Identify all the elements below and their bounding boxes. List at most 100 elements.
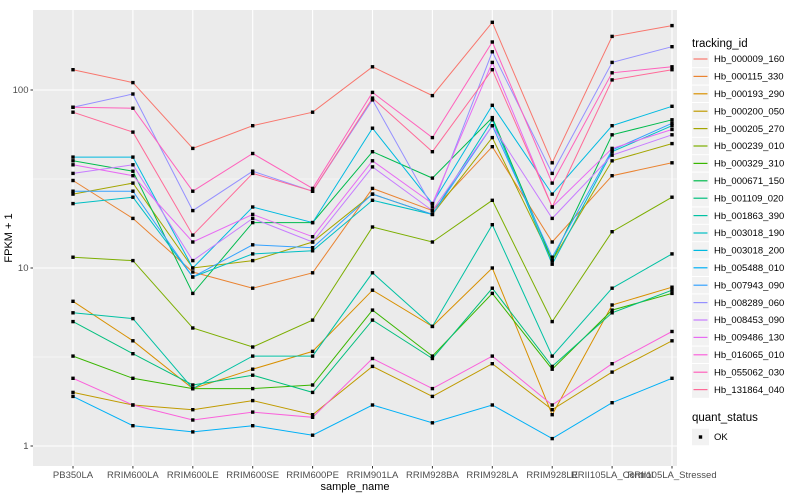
data-point xyxy=(71,255,75,259)
data-point xyxy=(310,318,315,322)
data-point xyxy=(251,354,255,358)
data-point xyxy=(71,201,75,206)
data-point xyxy=(251,367,255,371)
data-point xyxy=(191,408,195,412)
data-point xyxy=(670,45,674,49)
data-point xyxy=(550,413,554,417)
data-point xyxy=(430,240,435,244)
data-point xyxy=(550,408,554,412)
data-point xyxy=(370,90,375,95)
data-point xyxy=(251,258,255,263)
data-point xyxy=(490,223,494,227)
data-point xyxy=(670,339,674,343)
data-point xyxy=(550,403,554,407)
data-point xyxy=(610,159,614,163)
data-point xyxy=(310,186,315,191)
data-point xyxy=(310,240,315,244)
data-point xyxy=(191,383,195,387)
data-point xyxy=(430,150,435,154)
data-point xyxy=(71,155,75,159)
data-point xyxy=(370,186,375,191)
data-point xyxy=(550,255,554,259)
data-point xyxy=(310,383,315,387)
data-point xyxy=(550,192,554,196)
legend-label: Hb_055062_030 xyxy=(714,367,784,378)
data-point xyxy=(610,78,614,82)
data-point xyxy=(310,433,315,437)
data-point xyxy=(490,198,494,202)
data-point xyxy=(310,249,315,253)
data-point xyxy=(251,424,255,428)
data-point xyxy=(251,373,255,377)
legend-label: Hb_007943_090 xyxy=(714,280,784,291)
data-point xyxy=(71,311,75,315)
data-point xyxy=(490,291,494,296)
data-point xyxy=(430,386,435,391)
data-point xyxy=(131,424,135,428)
y-tick-label: 1 xyxy=(23,441,28,452)
data-point xyxy=(310,110,315,114)
data-point xyxy=(71,105,75,109)
data-point xyxy=(191,189,195,193)
data-point xyxy=(370,65,375,69)
data-point xyxy=(490,362,494,366)
data-point xyxy=(191,258,195,263)
data-point xyxy=(550,240,554,244)
data-point xyxy=(490,135,494,140)
data-point xyxy=(131,316,135,321)
data-point xyxy=(370,126,375,130)
x-tick-label: RRIM600PE xyxy=(286,470,339,481)
data-point xyxy=(670,161,674,165)
data-point xyxy=(370,192,375,196)
data-point xyxy=(251,151,255,156)
data-point xyxy=(490,403,494,407)
data-point xyxy=(131,189,135,193)
data-point xyxy=(131,195,135,199)
data-point xyxy=(430,201,435,206)
data-point xyxy=(370,364,375,369)
data-point xyxy=(131,403,135,407)
data-point xyxy=(490,68,494,72)
data-point xyxy=(490,118,494,122)
data-point xyxy=(71,178,75,183)
data-point xyxy=(71,376,75,380)
data-point xyxy=(670,68,674,72)
data-point xyxy=(610,230,614,234)
data-point xyxy=(251,212,255,217)
data-point xyxy=(550,216,554,221)
data-point xyxy=(370,318,375,322)
data-point xyxy=(430,176,435,180)
data-point xyxy=(670,291,674,296)
data-point xyxy=(310,220,315,225)
data-point xyxy=(191,233,195,237)
legend-label: Hb_016065_010 xyxy=(714,350,784,361)
data-point xyxy=(610,303,614,307)
data-point xyxy=(370,225,375,229)
data-point xyxy=(131,339,135,343)
legend-key-square xyxy=(698,435,703,439)
data-point xyxy=(490,40,494,44)
data-point xyxy=(131,258,135,263)
data-point xyxy=(430,93,435,98)
data-point xyxy=(131,181,135,185)
data-point xyxy=(251,205,255,209)
x-tick-label: RRIM600SE xyxy=(226,470,279,481)
data-point xyxy=(550,171,554,176)
data-point xyxy=(490,50,494,54)
data-point xyxy=(71,394,75,399)
data-point xyxy=(191,146,195,151)
data-point xyxy=(251,286,255,290)
data-point xyxy=(71,390,75,395)
legend-label: Hb_000115_330 xyxy=(714,72,784,83)
x-tick-label: RRIM928LA xyxy=(466,470,518,481)
legend-label: Hb_000200_050 xyxy=(714,106,784,117)
data-point xyxy=(670,329,674,334)
data-point xyxy=(191,275,195,279)
data-point xyxy=(310,271,315,275)
data-point xyxy=(131,169,135,173)
data-point xyxy=(251,169,255,173)
data-point xyxy=(131,106,135,110)
data-point xyxy=(251,252,255,256)
legend-title-quant-status: quant_status xyxy=(692,412,758,424)
